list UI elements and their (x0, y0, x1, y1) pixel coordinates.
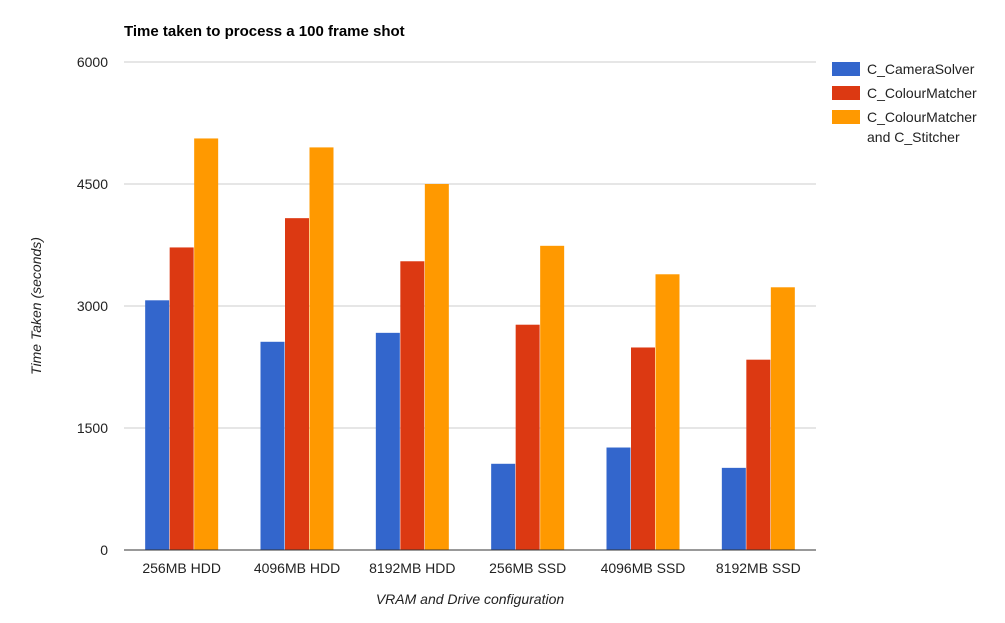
bar (631, 347, 655, 550)
y-tick-label: 4500 (77, 176, 108, 192)
bars (145, 138, 795, 550)
gridlines (124, 61, 816, 429)
legend-label: C_ColourMatcher (867, 109, 977, 125)
bar (515, 324, 540, 550)
legend-item: C_CameraSolver (832, 61, 975, 77)
x-axis-tick-labels: 256MB HDD 4096MB HDD 8192MB HDD 256MB SSD 40… (142, 560, 800, 576)
y-tick-label: 3000 (77, 298, 108, 314)
legend-item: C_ColourMatcher (832, 85, 977, 101)
legend-label: C_CameraSolver (867, 61, 975, 77)
bar (655, 274, 680, 550)
bar (606, 447, 631, 550)
x-tick-label: 256MB SSD (489, 560, 566, 576)
x-axis-label: VRAM and Drive configuration (376, 591, 565, 607)
y-tick-label: 6000 (77, 54, 108, 70)
bar (145, 300, 170, 550)
legend: C_CameraSolverC_ColourMatcherC_ColourMat… (832, 61, 977, 145)
y-tick-label: 0 (100, 542, 108, 558)
bar (400, 261, 425, 550)
bar (424, 184, 449, 550)
legend-swatch (832, 62, 860, 76)
legend-swatch (832, 86, 860, 100)
x-tick-label: 8192MB SSD (716, 560, 801, 576)
bar (770, 287, 795, 550)
x-tick-label: 256MB HDD (142, 560, 221, 576)
x-tick-label: 4096MB SSD (601, 560, 686, 576)
chart-title: Time taken to process a 100 frame shot (124, 23, 405, 40)
bar (491, 463, 516, 550)
y-axis-label: Time Taken (seconds) (28, 237, 44, 375)
bar (721, 467, 746, 550)
x-tick-label: 8192MB HDD (369, 560, 455, 576)
y-axis-tick-labels: 0 1500 3000 4500 6000 (77, 54, 108, 558)
bar (540, 245, 565, 550)
bar (285, 218, 309, 550)
bar (375, 332, 400, 550)
legend-swatch (832, 110, 860, 124)
bar (746, 359, 771, 550)
legend-label: C_ColourMatcher (867, 85, 977, 101)
bar (194, 138, 219, 550)
legend-label: and C_Stitcher (867, 129, 960, 145)
y-tick-label: 1500 (77, 420, 108, 436)
x-tick-label: 4096MB HDD (254, 560, 340, 576)
bar (169, 247, 194, 550)
bar (309, 147, 334, 550)
bar (260, 341, 285, 550)
